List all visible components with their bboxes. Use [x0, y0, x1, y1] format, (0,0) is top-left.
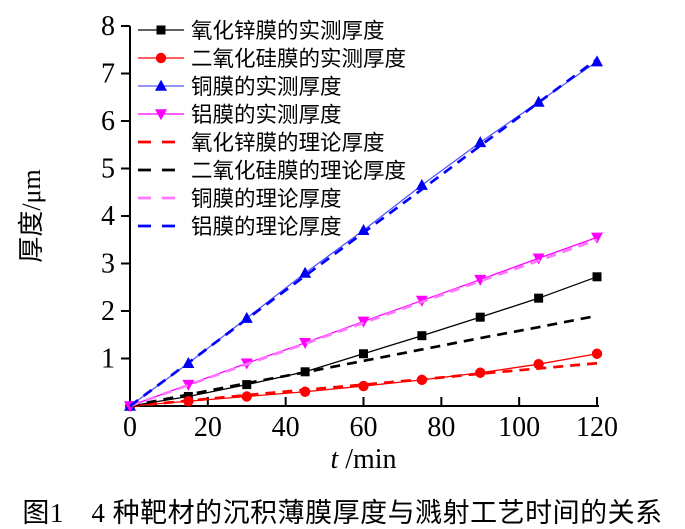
marker-circle: [533, 359, 544, 370]
legend-triangle-down-icon: [155, 109, 167, 121]
x-tick-label: 40: [272, 412, 300, 443]
legend-item-2: 铜膜的实测厚度: [138, 75, 342, 99]
marker-square: [534, 293, 544, 303]
legend-triangle-up-icon: [155, 79, 167, 91]
legend-item-6: 铜膜的理论厚度: [138, 187, 342, 211]
marker-triangle-up: [415, 178, 428, 190]
marker-triangle-down: [182, 379, 195, 391]
marker-triangle-up: [357, 224, 370, 236]
marker-circle: [475, 367, 486, 378]
series-line: [129, 58, 598, 408]
legend-label: 铝膜的实测厚度: [191, 103, 342, 127]
series-7: [129, 58, 598, 408]
series-line: [129, 314, 598, 408]
marker-square: [242, 380, 252, 390]
marker-triangle-up: [474, 136, 487, 148]
legend-item-3: 铝膜的实测厚度: [138, 103, 342, 127]
marker-triangle-up: [532, 95, 545, 107]
series-6: [129, 238, 598, 408]
marker-circle: [358, 380, 369, 392]
x-axis-ticks: 0 20 40 60 80 100 120: [123, 397, 618, 443]
legend-item-5: 二氧化硅膜的理论厚度: [138, 159, 406, 183]
marker-square: [417, 331, 427, 341]
legend: 氧化锌膜的实测厚度二氧化硅膜的实测厚度铜膜的实测厚度铝膜的实测厚度氧化锌膜的理论…: [138, 19, 406, 239]
marker-triangle-down: [591, 232, 603, 244]
marker-square: [359, 349, 368, 359]
marker-circle: [241, 391, 252, 402]
y-axis-title: 厚度/μm: [17, 169, 46, 262]
legend-label: 二氧化硅膜的实测厚度: [191, 47, 406, 71]
legend-label: 铜膜的实测厚度: [191, 75, 342, 99]
figure-caption: 图1 4 种靶材的沉积薄膜厚度与溅射工艺时间的关系: [22, 498, 663, 528]
x-tick-label: 100: [498, 412, 540, 443]
legend-circle-icon: [155, 52, 167, 64]
legend-item-4: 氧化锌膜的理论厚度: [138, 131, 385, 155]
marker-triangle-down: [474, 274, 487, 286]
y-tick-label: 8: [101, 11, 115, 42]
legend-label: 氧化锌膜的实测厚度: [191, 19, 385, 43]
y-tick-label: 3: [101, 249, 115, 280]
legend-square-icon: [156, 25, 166, 35]
legend-item-7: 铝膜的理论厚度: [138, 215, 342, 239]
legend-item-1: 二氧化硅膜的实测厚度: [138, 47, 406, 71]
y-tick-label: 7: [101, 59, 115, 90]
y-tick-label: 6: [101, 106, 115, 137]
x-axis-title: t /min: [330, 444, 396, 475]
y-axis-ticks: 1 2 3 4 5 6 7 8: [101, 11, 130, 375]
y-tick-label: 1: [101, 344, 115, 375]
x-tick-label: 80: [427, 412, 455, 443]
x-tick-label: 60: [350, 412, 378, 443]
marker-circle: [299, 386, 311, 397]
marker-square: [475, 312, 485, 322]
x-tick-label: 0: [123, 412, 137, 443]
marker-square: [592, 272, 602, 282]
marker-triangle-down: [357, 316, 370, 328]
y-tick-label: 5: [101, 154, 115, 185]
legend-label: 铜膜的理论厚度: [191, 187, 342, 211]
marker-triangle-down: [532, 253, 545, 265]
legend-label: 二氧化硅膜的理论厚度: [191, 159, 406, 183]
marker-circle: [591, 348, 603, 359]
y-tick-label: 2: [101, 296, 115, 327]
marker-triangle-down: [299, 338, 312, 350]
legend-item-0: 氧化锌膜的实测厚度: [138, 19, 385, 43]
x-tick-label: 20: [194, 412, 222, 443]
y-tick-label: 4: [101, 201, 115, 232]
series-line: [129, 238, 598, 408]
legend-label: 氧化锌膜的理论厚度: [191, 131, 385, 155]
legend-label: 铝膜的理论厚度: [191, 215, 342, 239]
x-tick-label: 120: [576, 412, 618, 443]
series-5: [129, 314, 598, 408]
